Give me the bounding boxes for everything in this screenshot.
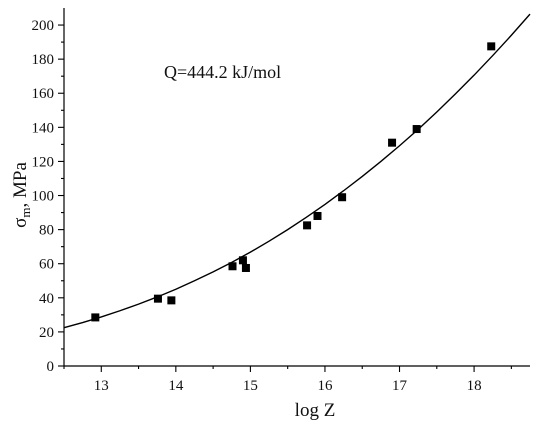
- data-point: [153, 294, 162, 303]
- y-tick-label: 120: [32, 154, 55, 170]
- y-tick-label: 0: [47, 359, 55, 375]
- y-tick-label: 140: [32, 120, 55, 136]
- data-point: [228, 262, 237, 271]
- x-tick-label: 14: [168, 378, 184, 394]
- y-axis-label: σm, MPa: [10, 162, 33, 228]
- data-point: [241, 263, 250, 272]
- y-axis-label-unit: , MPa: [10, 162, 31, 208]
- data-point: [313, 211, 322, 220]
- y-tick-label: 40: [39, 291, 54, 307]
- y-tick-label: 80: [39, 223, 54, 239]
- y-tick-label: 20: [39, 325, 54, 341]
- data-point: [338, 193, 347, 202]
- activation-energy-annotation: Q=444.2 kJ/mol: [164, 62, 281, 82]
- fit-curve-layer: [63, 13, 531, 329]
- y-axis-label-subscript: m: [18, 208, 33, 218]
- x-axis-label: log Z: [295, 400, 336, 421]
- y-tick-label: 100: [32, 189, 55, 205]
- y-tick-label: 200: [32, 18, 55, 34]
- y-tick-label: 160: [32, 86, 55, 102]
- x-tick-label: 18: [467, 378, 482, 394]
- axes: 0 20 40 60 80 100 120 140 160 180 200 13 14 15 16 17 18: [32, 8, 530, 394]
- data-point: [388, 138, 397, 147]
- x-tick-label: 13: [94, 378, 109, 394]
- data-points-layer: [91, 42, 496, 322]
- x-tick-label: 17: [392, 378, 408, 394]
- data-point: [91, 313, 100, 322]
- y-axis-label-symbol: σ: [10, 218, 31, 228]
- data-point: [238, 256, 247, 265]
- data-point: [167, 296, 176, 305]
- data-point: [412, 125, 421, 134]
- x-tick-label: 16: [317, 378, 333, 394]
- y-tick-label: 180: [32, 52, 55, 68]
- data-point: [303, 221, 312, 230]
- fit-curve: [63, 13, 531, 329]
- x-tick-label: 15: [243, 378, 258, 394]
- y-tick-label: 60: [39, 257, 54, 273]
- data-point: [487, 42, 496, 51]
